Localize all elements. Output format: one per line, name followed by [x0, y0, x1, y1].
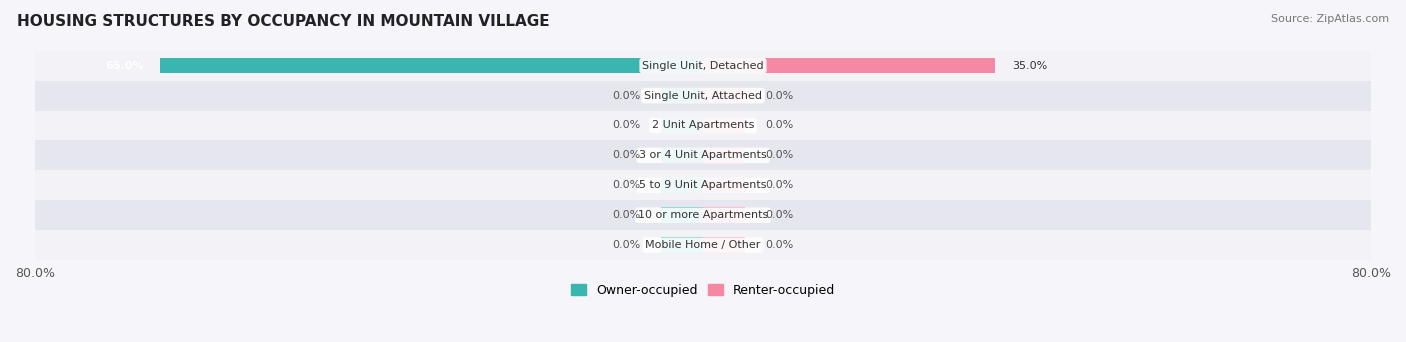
Bar: [703, 58, 995, 74]
Text: 0.0%: 0.0%: [612, 150, 640, 160]
Text: 0.0%: 0.0%: [766, 91, 794, 101]
Bar: [661, 118, 703, 133]
Text: 0.0%: 0.0%: [766, 180, 794, 190]
Text: Single Unit, Attached: Single Unit, Attached: [644, 91, 762, 101]
Text: Single Unit, Detached: Single Unit, Detached: [643, 61, 763, 71]
Bar: [35, 170, 1371, 200]
Text: 0.0%: 0.0%: [766, 240, 794, 250]
Bar: [160, 58, 703, 74]
Bar: [35, 141, 1371, 170]
Text: 0.0%: 0.0%: [766, 120, 794, 131]
Bar: [703, 88, 745, 103]
Bar: [703, 148, 745, 163]
Bar: [661, 148, 703, 163]
Bar: [661, 208, 703, 223]
Text: Source: ZipAtlas.com: Source: ZipAtlas.com: [1271, 14, 1389, 24]
Legend: Owner-occupied, Renter-occupied: Owner-occupied, Renter-occupied: [567, 279, 839, 302]
Bar: [703, 208, 745, 223]
Text: 2 Unit Apartments: 2 Unit Apartments: [652, 120, 754, 131]
Text: 0.0%: 0.0%: [612, 210, 640, 220]
Bar: [35, 200, 1371, 230]
Text: 0.0%: 0.0%: [612, 240, 640, 250]
Bar: [35, 51, 1371, 81]
Text: 0.0%: 0.0%: [612, 91, 640, 101]
Bar: [661, 177, 703, 193]
Bar: [661, 88, 703, 103]
Bar: [703, 177, 745, 193]
Bar: [703, 237, 745, 253]
Text: 0.0%: 0.0%: [766, 210, 794, 220]
Text: 0.0%: 0.0%: [766, 150, 794, 160]
Bar: [35, 230, 1371, 260]
Text: 10 or more Apartments: 10 or more Apartments: [638, 210, 768, 220]
Text: Mobile Home / Other: Mobile Home / Other: [645, 240, 761, 250]
Text: 3 or 4 Unit Apartments: 3 or 4 Unit Apartments: [640, 150, 766, 160]
Text: 5 to 9 Unit Apartments: 5 to 9 Unit Apartments: [640, 180, 766, 190]
Text: 0.0%: 0.0%: [612, 180, 640, 190]
Text: 0.0%: 0.0%: [612, 120, 640, 131]
Bar: [703, 118, 745, 133]
Bar: [35, 81, 1371, 110]
Bar: [35, 110, 1371, 141]
Bar: [661, 237, 703, 253]
Text: 65.0%: 65.0%: [105, 61, 143, 71]
Text: HOUSING STRUCTURES BY OCCUPANCY IN MOUNTAIN VILLAGE: HOUSING STRUCTURES BY OCCUPANCY IN MOUNT…: [17, 14, 550, 29]
Text: 35.0%: 35.0%: [1012, 61, 1047, 71]
